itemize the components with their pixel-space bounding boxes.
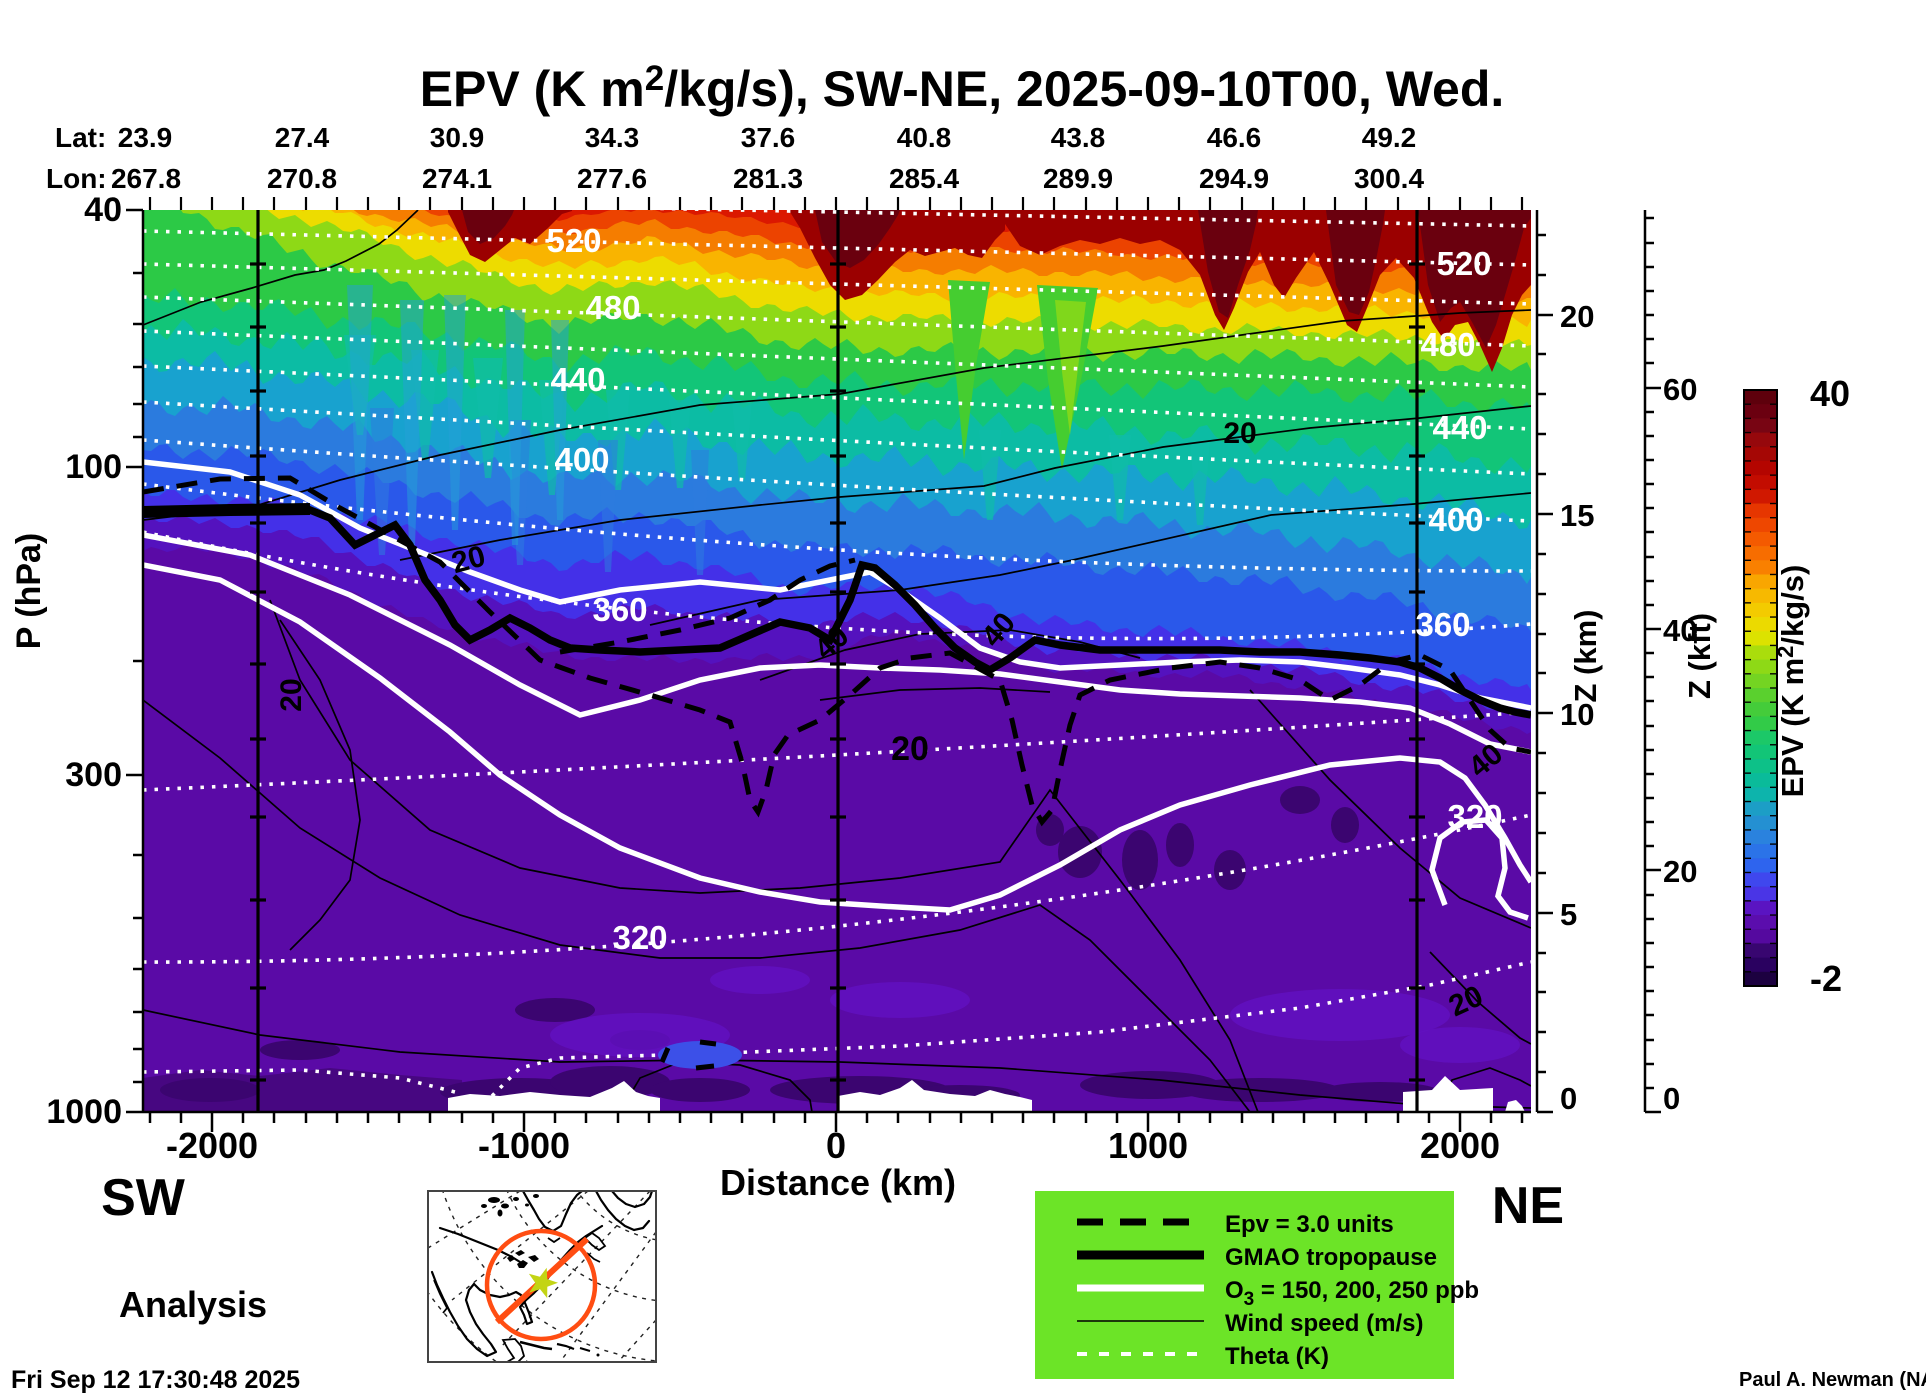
svg-text:Wind speed (m/s): Wind speed (m/s) — [1225, 1310, 1423, 1337]
svg-text:440: 440 — [1432, 409, 1487, 446]
svg-text:400: 400 — [1428, 501, 1483, 538]
svg-text:0: 0 — [1663, 1081, 1680, 1116]
svg-text:Epv = 3.0 units: Epv = 3.0 units — [1225, 1211, 1394, 1238]
svg-text:20: 20 — [891, 730, 929, 768]
svg-text:480: 480 — [1420, 326, 1475, 363]
svg-text:10: 10 — [1560, 697, 1594, 732]
svg-text:Analysis: Analysis — [119, 1284, 267, 1325]
svg-text:P (hPa): P (hPa) — [10, 533, 48, 650]
svg-text:100: 100 — [65, 448, 122, 486]
svg-text:360: 360 — [592, 591, 647, 628]
svg-text:2000: 2000 — [1420, 1125, 1500, 1166]
svg-text:40.8: 40.8 — [897, 122, 952, 153]
svg-text:EPV (K m2/kg/s): EPV (K m2/kg/s) — [1773, 565, 1810, 798]
svg-text:Z (km): Z (km) — [1568, 610, 1603, 703]
svg-text:-2000: -2000 — [166, 1125, 258, 1166]
svg-text:Theta (K): Theta (K) — [1225, 1343, 1329, 1370]
svg-text:Lon:: Lon: — [46, 163, 107, 194]
svg-text:-1000: -1000 — [478, 1125, 570, 1166]
svg-text:289.9: 289.9 — [1043, 163, 1113, 194]
svg-text:1000: 1000 — [1108, 1125, 1188, 1166]
svg-text:267.8: 267.8 — [111, 163, 181, 194]
svg-text:34.3: 34.3 — [585, 122, 640, 153]
svg-text:320: 320 — [1447, 798, 1502, 835]
svg-text:520: 520 — [546, 222, 601, 259]
svg-text:440: 440 — [550, 361, 605, 398]
svg-text:Z (kft): Z (kft) — [1682, 613, 1717, 699]
svg-text:300: 300 — [65, 756, 122, 794]
svg-text:277.6: 277.6 — [577, 163, 647, 194]
svg-text:20: 20 — [1663, 854, 1697, 889]
svg-text:20: 20 — [275, 678, 308, 711]
svg-text:1000: 1000 — [46, 1093, 122, 1131]
svg-text:0: 0 — [826, 1125, 846, 1166]
svg-text:480: 480 — [585, 289, 640, 326]
svg-text:NE: NE — [1492, 1177, 1564, 1235]
svg-text:281.3: 281.3 — [733, 163, 803, 194]
svg-text:15: 15 — [1560, 498, 1594, 533]
svg-text:360: 360 — [1415, 606, 1470, 643]
svg-text:30.9: 30.9 — [430, 122, 485, 153]
svg-text:270.8: 270.8 — [267, 163, 337, 194]
svg-text:Lat:: Lat: — [55, 122, 106, 153]
svg-text:400: 400 — [554, 441, 609, 478]
svg-text:60: 60 — [1663, 372, 1697, 407]
svg-text:EPV (K m2/kg/s), SW-NE, 2025-0: EPV (K m2/kg/s), SW-NE, 2025-09-10T00, W… — [420, 59, 1505, 117]
svg-text:23.9: 23.9 — [118, 122, 173, 153]
svg-text:-2: -2 — [1810, 958, 1842, 999]
svg-text:SW: SW — [101, 1169, 186, 1227]
svg-text:320: 320 — [612, 919, 667, 956]
svg-text:520: 520 — [1436, 245, 1491, 282]
svg-text:274.1: 274.1 — [422, 163, 492, 194]
svg-text:46.6: 46.6 — [1207, 122, 1262, 153]
svg-text:300.4: 300.4 — [1354, 163, 1424, 194]
svg-text:40: 40 — [1663, 613, 1697, 648]
svg-text:40: 40 — [84, 191, 122, 229]
svg-text:0: 0 — [1560, 1081, 1577, 1116]
svg-text:GMAO tropopause: GMAO tropopause — [1225, 1244, 1437, 1271]
svg-text:Fri Sep 12 17:30:48 2025: Fri Sep 12 17:30:48 2025 — [11, 1366, 300, 1394]
svg-text:5: 5 — [1560, 897, 1577, 932]
svg-text:294.9: 294.9 — [1199, 163, 1269, 194]
svg-text:20: 20 — [1560, 299, 1594, 334]
svg-text:20: 20 — [1223, 417, 1256, 450]
svg-text:43.8: 43.8 — [1051, 122, 1106, 153]
svg-text:Paul A. Newman (NASA: Paul A. Newman (NASA — [1739, 1369, 1926, 1391]
svg-text:Distance (km): Distance (km) — [720, 1162, 956, 1203]
svg-text:37.6: 37.6 — [741, 122, 796, 153]
svg-text:40: 40 — [1810, 373, 1850, 414]
svg-text:27.4: 27.4 — [275, 122, 330, 153]
svg-text:49.2: 49.2 — [1362, 122, 1417, 153]
svg-text:285.4: 285.4 — [889, 163, 959, 194]
